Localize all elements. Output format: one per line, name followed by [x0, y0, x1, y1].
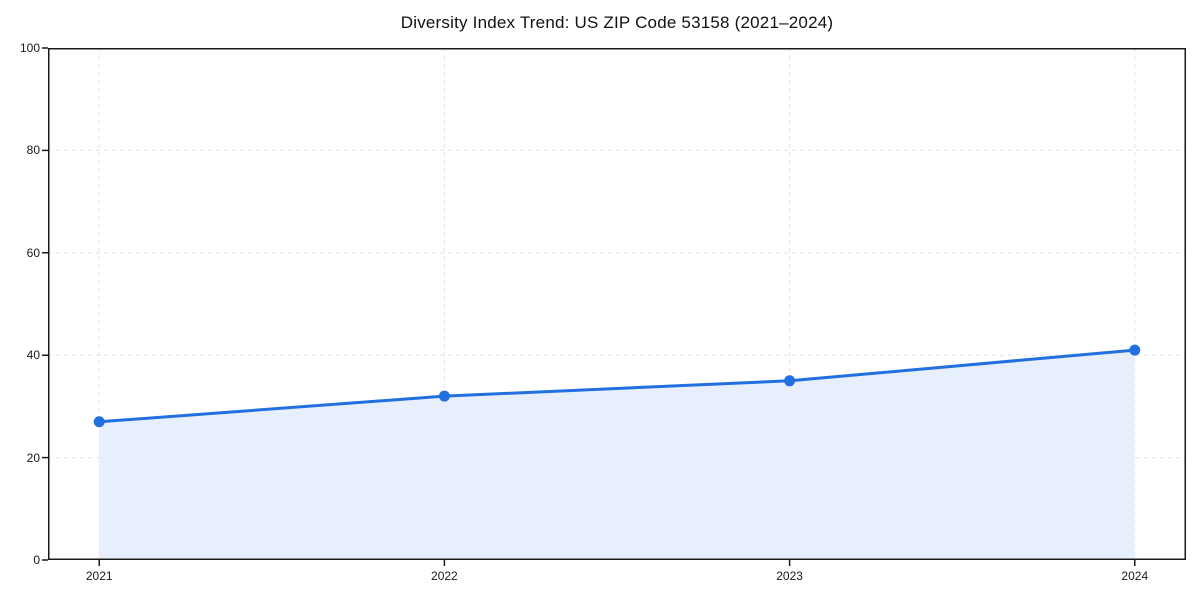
x-tick-label: 2023 — [776, 569, 803, 583]
area-fill — [99, 350, 1135, 560]
line-area-plot — [42, 47, 1186, 566]
y-tick-label: 0 — [33, 553, 40, 567]
chart-title: Diversity Index Trend: US ZIP Code 53158… — [400, 13, 834, 32]
y-tick-label: 80 — [26, 143, 40, 158]
data-point-marker — [784, 375, 796, 387]
trend-line — [97, 348, 1137, 424]
plot-frame — [48, 48, 1186, 560]
y-tick-label: 40 — [26, 348, 40, 363]
x-tick-label: 2022 — [431, 569, 458, 583]
x-tick-label: 2024 — [1121, 569, 1149, 583]
x-tick-label: 2021 — [85, 569, 113, 583]
y-tick-label: 60 — [26, 245, 40, 260]
data-point-marker — [438, 390, 450, 402]
y-tick-label: 100 — [19, 41, 40, 55]
plot-area — [42, 47, 1186, 566]
data-point-marker — [1129, 344, 1141, 356]
data-point-marker — [93, 416, 105, 428]
y-tick-label: 20 — [26, 450, 40, 465]
